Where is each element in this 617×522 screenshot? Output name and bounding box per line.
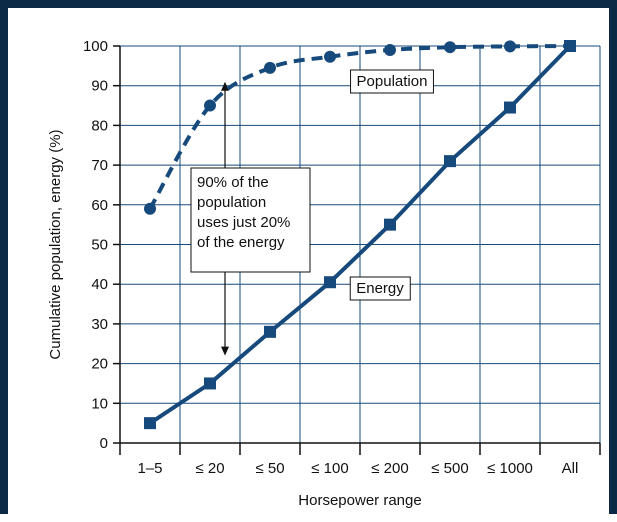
y-tick-label: 90	[91, 78, 108, 95]
energy-point	[504, 101, 516, 114]
x-tick-label: ≤ 500	[431, 460, 468, 477]
y-tick-label: 100	[83, 38, 108, 55]
series-labels: Population Energy	[349, 69, 434, 301]
y-tick-label: 80	[91, 117, 108, 134]
x-tick-label: ≤ 50	[255, 460, 284, 477]
energy-label-text: Energy	[356, 280, 404, 297]
annotation-text-line: 90% of the	[197, 174, 269, 191]
annotation-box	[190, 167, 311, 273]
y-tick-label: 40	[91, 276, 108, 293]
y-tick-label: 0	[100, 435, 108, 452]
energy-label-box	[349, 276, 411, 301]
y-tick-label: 10	[91, 395, 108, 412]
x-tick-label: ≤ 200	[371, 460, 408, 477]
y-tick-label: 50	[91, 237, 108, 254]
annotation-text-line: uses just 20%	[197, 214, 290, 231]
population-point	[444, 41, 456, 54]
y-tick-label: 70	[91, 157, 108, 174]
population-point	[384, 43, 396, 56]
x-tick-label: ≤ 100	[311, 460, 348, 477]
annotation-arrowhead-bottom	[221, 346, 229, 356]
x-tick-label: ≤ 20	[195, 460, 224, 477]
annotations: 90% of the population uses just 20% of the …	[190, 81, 311, 356]
y-axis-title: Cumulative population, energy (%)	[47, 129, 64, 359]
chart: 0 10 20 30 40 50 60 70 80 90 100 1–5 ≤ 20 ≤ 50 ≤ 100 ≤ …	[47, 38, 601, 509]
x-tick-label: ≤ 1000	[487, 460, 533, 477]
population-point	[144, 202, 156, 215]
y-tick-label: 30	[91, 316, 108, 333]
energy-point	[384, 218, 396, 231]
population-label-box	[350, 69, 434, 94]
x-axis-title: Horsepower range	[298, 492, 421, 509]
energy-point	[564, 40, 576, 52]
population-label-text: Population	[357, 73, 428, 90]
energy-point	[204, 377, 216, 390]
population-point	[264, 61, 276, 74]
x-tick-label: 1–5	[137, 460, 162, 477]
energy-point	[324, 276, 336, 289]
population-point	[324, 50, 336, 63]
axes: 0 10 20 30 40 50 60 70 80 90 100 1–5 ≤ 20 ≤ 50 ≤ 100 ≤ …	[83, 38, 601, 477]
energy-point	[144, 417, 156, 430]
series-group	[144, 40, 576, 430]
annotation-text-line: population	[197, 194, 266, 211]
y-tick-label: 20	[91, 356, 108, 373]
energy-point	[444, 155, 456, 168]
energy-line	[148, 44, 572, 425]
population-line	[148, 44, 571, 210]
annotation-arrowhead-top	[221, 81, 229, 91]
x-tick-label: All	[562, 460, 579, 477]
y-tick-label: 60	[91, 197, 108, 214]
population-point	[204, 99, 216, 112]
energy-point	[264, 325, 276, 338]
population-point	[504, 40, 516, 53]
annotation-text-line: of the energy	[197, 234, 285, 251]
